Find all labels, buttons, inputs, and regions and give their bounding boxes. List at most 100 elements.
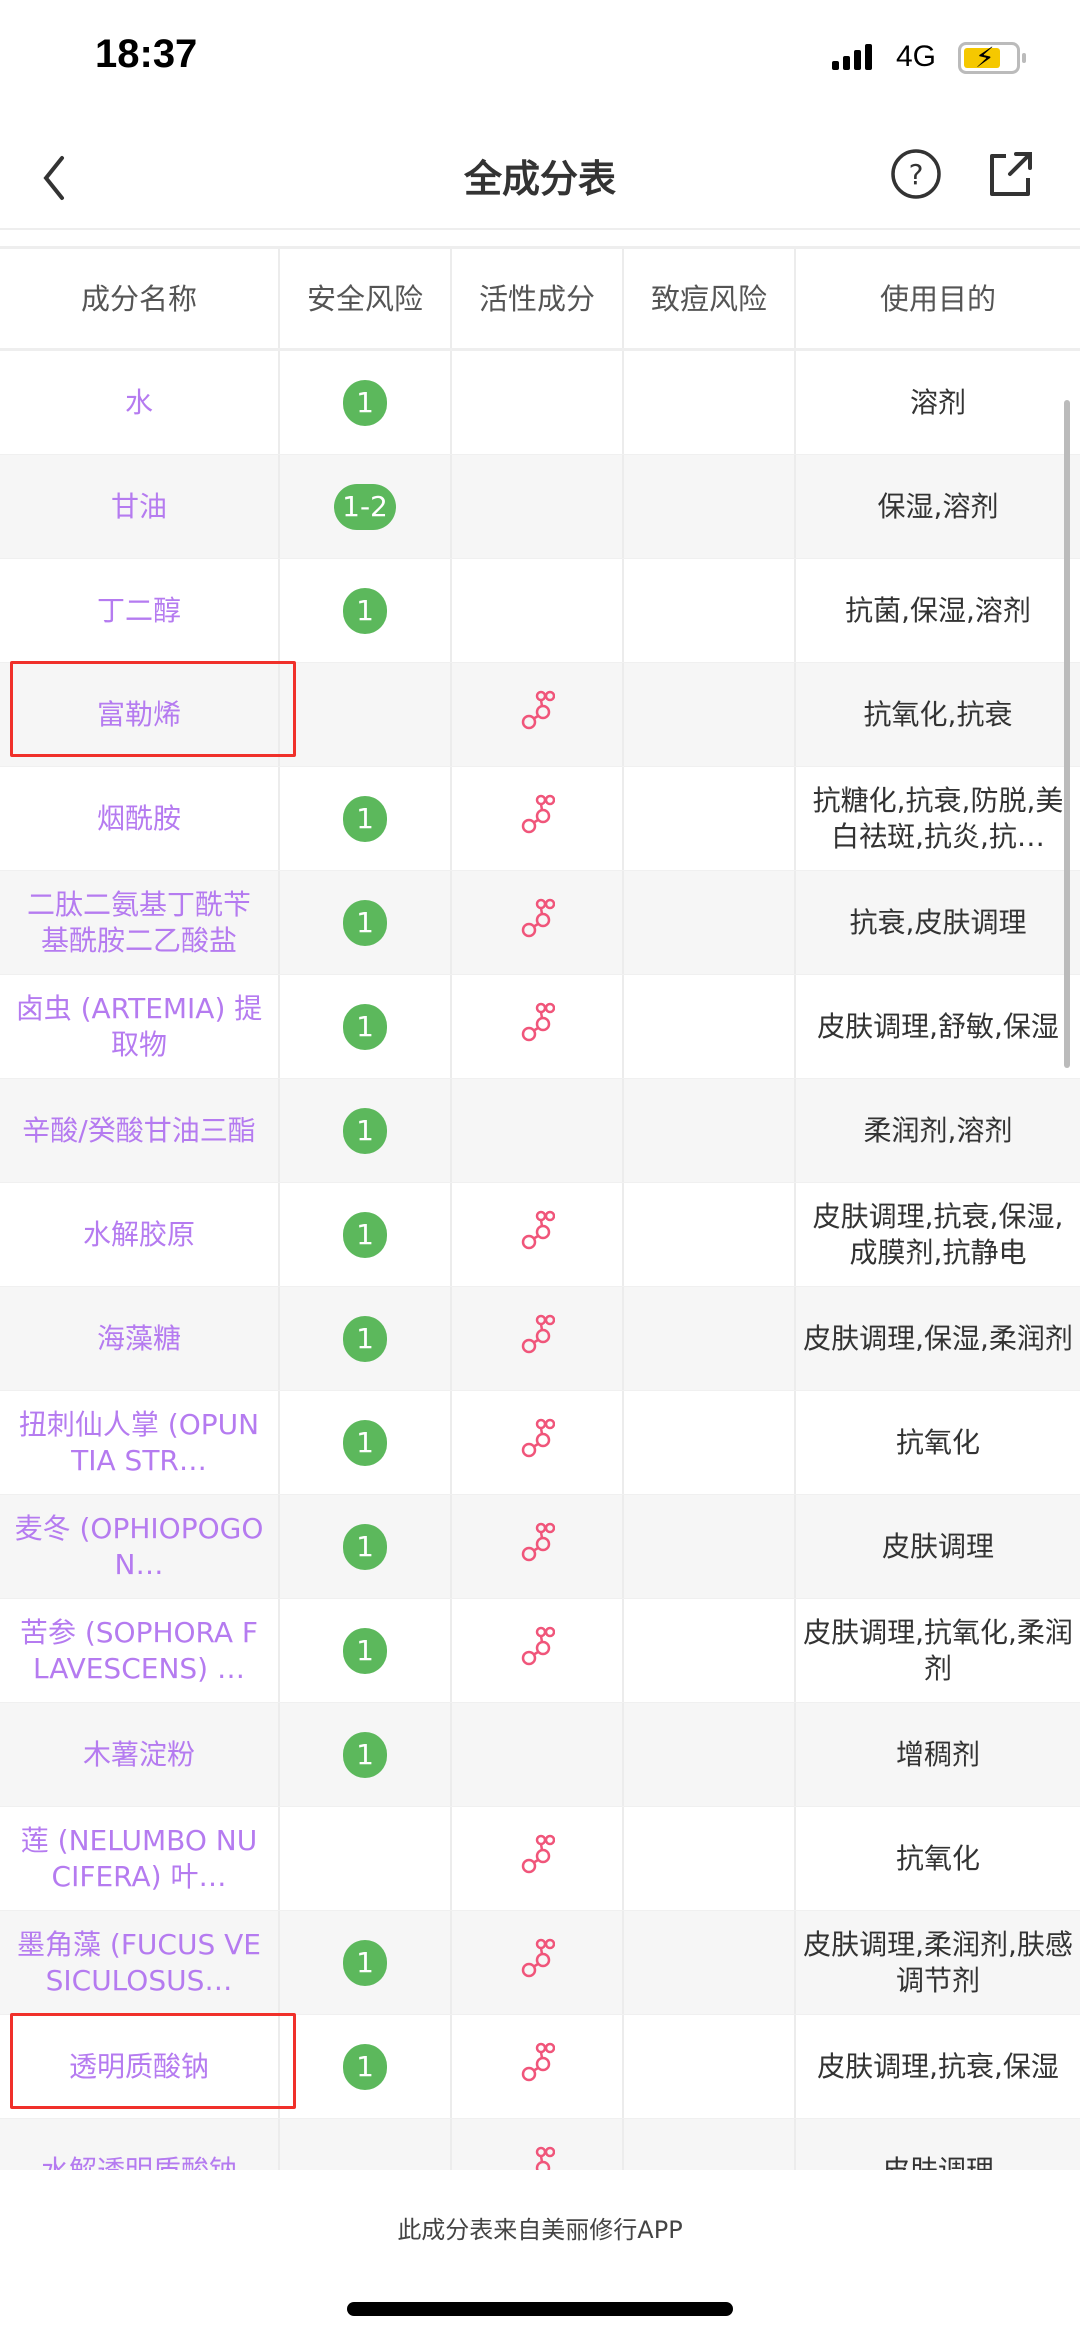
table-row[interactable]: 甘油 1-2 保湿,溶剂 bbox=[0, 455, 1080, 559]
scrollbar[interactable] bbox=[1064, 400, 1070, 1068]
ingredient-name[interactable]: 卤虫 (ARTEMIA) 提取物 bbox=[15, 991, 263, 1061]
active-ingredient-icon bbox=[519, 2042, 556, 2091]
ingredient-name-cell[interactable]: 木薯淀粉 bbox=[0, 1703, 280, 1806]
ingredient-name[interactable]: 海藻糖 bbox=[96, 1321, 181, 1355]
table-row[interactable]: 莲 (NELUMBO NUCIFERA) 叶… 抗氧化 bbox=[0, 1807, 1080, 1911]
purpose-text: 皮肤调理,保湿,柔润剂 bbox=[803, 1321, 1073, 1355]
ingredient-name[interactable]: 水解透明质酸钠 bbox=[40, 2153, 237, 2171]
table-row[interactable]: 麦冬 (OPHIOPOGON… 1 皮肤调理 bbox=[0, 1495, 1080, 1599]
ingredient-name[interactable]: 苦参 (SOPHORA FLAVESCENS) … bbox=[19, 1615, 259, 1685]
acne-risk-cell bbox=[624, 1391, 796, 1494]
ingredient-name-cell[interactable]: 海藻糖 bbox=[0, 1287, 280, 1390]
battery-charging-icon: ⚡ bbox=[958, 42, 1026, 74]
active-cell bbox=[452, 2119, 624, 2170]
purpose-cell: 皮肤调理,柔润剂,肤感调节剂 bbox=[796, 1911, 1080, 2014]
acne-risk-cell bbox=[624, 455, 796, 558]
active-ingredient-icon bbox=[519, 1314, 556, 1363]
safety-risk-cell: 1-2 bbox=[280, 455, 452, 558]
acne-risk-cell bbox=[624, 1183, 796, 1286]
active-cell bbox=[452, 1183, 624, 1286]
table-row[interactable]: 木薯淀粉 1 增稠剂 bbox=[0, 1703, 1080, 1807]
signal-icon bbox=[832, 44, 872, 70]
home-indicator[interactable] bbox=[347, 2302, 733, 2316]
ingredient-name-cell[interactable]: 麦冬 (OPHIOPOGON… bbox=[0, 1495, 280, 1598]
ingredient-name-cell[interactable]: 苦参 (SOPHORA FLAVESCENS) … bbox=[0, 1599, 280, 1702]
ingredient-name-cell[interactable]: 富勒烯 bbox=[0, 663, 280, 766]
ingredient-name-cell[interactable]: 二肽二氨基丁酰苄基酰胺二乙酸盐 bbox=[0, 871, 280, 974]
ingredient-name[interactable]: 水 bbox=[124, 385, 153, 419]
purpose-cell: 皮肤调理,抗氧化,柔润剂 bbox=[796, 1599, 1080, 1702]
ingredient-name-cell[interactable]: 丁二醇 bbox=[0, 559, 280, 662]
table-row[interactable]: 水解胶原 1 皮肤调理,抗衰,保湿,成膜剂,抗静电 bbox=[0, 1183, 1080, 1287]
safety-risk-cell: 1 bbox=[280, 1703, 452, 1806]
ingredient-name[interactable]: 木薯淀粉 bbox=[82, 1737, 195, 1771]
safety-risk-cell: 1 bbox=[280, 1495, 452, 1598]
svg-text:?: ? bbox=[909, 158, 924, 191]
ingredient-name[interactable]: 水解胶原 bbox=[82, 1217, 195, 1251]
purpose-text: 皮肤调理,抗衰,保湿 bbox=[817, 2049, 1059, 2083]
purpose-text: 溶剂 bbox=[909, 385, 966, 419]
table-row[interactable]: 苦参 (SOPHORA FLAVESCENS) … 1 皮肤调理,抗氧化,柔润剂 bbox=[0, 1599, 1080, 1703]
table-row[interactable]: 辛酸/癸酸甘油三酯 1 柔润剂,溶剂 bbox=[0, 1079, 1080, 1183]
ingredient-name-cell[interactable]: 水解透明质酸钠 bbox=[0, 2119, 280, 2170]
header-active: 活性成分 bbox=[452, 249, 624, 348]
active-ingredient-icon bbox=[519, 2146, 556, 2170]
ingredient-name[interactable]: 透明质酸钠 bbox=[68, 2049, 209, 2083]
ingredient-name-cell[interactable]: 莲 (NELUMBO NUCIFERA) 叶… bbox=[0, 1807, 280, 1910]
active-ingredient-icon bbox=[519, 1626, 556, 1675]
ingredient-name-cell[interactable]: 水 bbox=[0, 351, 280, 454]
table-row[interactable]: 海藻糖 1 皮肤调理,保湿,柔润剂 bbox=[0, 1287, 1080, 1391]
chevron-left-icon[interactable] bbox=[36, 148, 76, 208]
active-cell bbox=[452, 767, 624, 870]
ingredient-name[interactable]: 辛酸/癸酸甘油三酯 bbox=[22, 1113, 256, 1147]
ingredient-name-cell[interactable]: 辛酸/癸酸甘油三酯 bbox=[0, 1079, 280, 1182]
acne-risk-cell bbox=[624, 351, 796, 454]
ingredient-name[interactable]: 墨角藻 (FUCUS VESICULOSUS… bbox=[17, 1927, 261, 1997]
purpose-cell: 皮肤调理,抗衰,保湿 bbox=[796, 2015, 1080, 2118]
safety-risk-cell: 1 bbox=[280, 1391, 452, 1494]
safety-risk-badge: 1 bbox=[343, 587, 387, 634]
safety-risk-cell: 1 bbox=[280, 559, 452, 662]
table-row[interactable]: 扭刺仙人掌 (OPUNTIA STR… 1 抗氧化 bbox=[0, 1391, 1080, 1495]
ingredient-name-cell[interactable]: 水解胶原 bbox=[0, 1183, 280, 1286]
ingredient-name[interactable]: 扭刺仙人掌 (OPUNTIA STR… bbox=[18, 1407, 260, 1477]
table-row[interactable]: 丁二醇 1 抗菌,保湿,溶剂 bbox=[0, 559, 1080, 663]
ingredient-name[interactable]: 丁二醇 bbox=[96, 593, 181, 627]
table-row[interactable]: 二肽二氨基丁酰苄基酰胺二乙酸盐 1 抗衰,皮肤调理 bbox=[0, 871, 1080, 975]
table-row[interactable]: 富勒烯 抗氧化,抗衰 bbox=[0, 663, 1080, 767]
table-row[interactable]: 卤虫 (ARTEMIA) 提取物 1 皮肤调理,舒敏,保湿 bbox=[0, 975, 1080, 1079]
ingredient-name-cell[interactable]: 甘油 bbox=[0, 455, 280, 558]
active-cell bbox=[452, 871, 624, 974]
acne-risk-cell bbox=[624, 1703, 796, 1806]
table-row[interactable]: 墨角藻 (FUCUS VESICULOSUS… 1 皮肤调理,柔润剂,肤感调节剂 bbox=[0, 1911, 1080, 2015]
ingredient-name[interactable]: 富勒烯 bbox=[96, 697, 181, 731]
ingredient-name[interactable]: 烟酰胺 bbox=[96, 801, 181, 835]
ingredient-name[interactable]: 甘油 bbox=[110, 489, 167, 523]
nav-bar: 全成分表 ? bbox=[0, 120, 1080, 230]
table-row[interactable]: 水解透明质酸钠 皮肤调理 bbox=[0, 2119, 1080, 2170]
ingredient-name-cell[interactable]: 烟酰胺 bbox=[0, 767, 280, 870]
safety-risk-cell: 1 bbox=[280, 767, 452, 870]
ingredient-name-cell[interactable]: 墨角藻 (FUCUS VESICULOSUS… bbox=[0, 1911, 280, 2014]
question-circle-icon[interactable]: ? bbox=[890, 148, 942, 200]
header-acne-risk: 致痘风险 bbox=[624, 249, 796, 348]
acne-risk-cell bbox=[624, 1079, 796, 1182]
ingredient-name-cell[interactable]: 扭刺仙人掌 (OPUNTIA STR… bbox=[0, 1391, 280, 1494]
share-icon[interactable] bbox=[986, 148, 1034, 200]
table-row[interactable]: 透明质酸钠 1 皮肤调理,抗衰,保湿 bbox=[0, 2015, 1080, 2119]
ingredient-name[interactable]: 二肽二氨基丁酰苄基酰胺二乙酸盐 bbox=[26, 887, 251, 957]
ingredient-name-cell[interactable]: 卤虫 (ARTEMIA) 提取物 bbox=[0, 975, 280, 1078]
table-row[interactable]: 水 1 溶剂 bbox=[0, 351, 1080, 455]
header-name: 成分名称 bbox=[0, 249, 280, 348]
footer: 此成分表来自美丽修行APP bbox=[0, 2170, 1080, 2337]
ingredient-name[interactable]: 莲 (NELUMBO NUCIFERA) 叶… bbox=[20, 1823, 258, 1893]
table-row[interactable]: 烟酰胺 1 抗糖化,抗衰,防脱,美白祛斑,抗炎,抗… bbox=[0, 767, 1080, 871]
ingredient-name[interactable]: 麦冬 (OPHIOPOGON… bbox=[14, 1511, 264, 1581]
active-cell bbox=[452, 1079, 624, 1182]
safety-risk-cell bbox=[280, 1807, 452, 1910]
ingredient-name-cell[interactable]: 透明质酸钠 bbox=[0, 2015, 280, 2118]
purpose-text: 抗氧化,抗衰 bbox=[863, 697, 1013, 731]
safety-risk-badge: 1 bbox=[343, 1003, 387, 1050]
safety-risk-cell: 1 bbox=[280, 2015, 452, 2118]
safety-risk-badge: 1 bbox=[343, 1523, 387, 1570]
